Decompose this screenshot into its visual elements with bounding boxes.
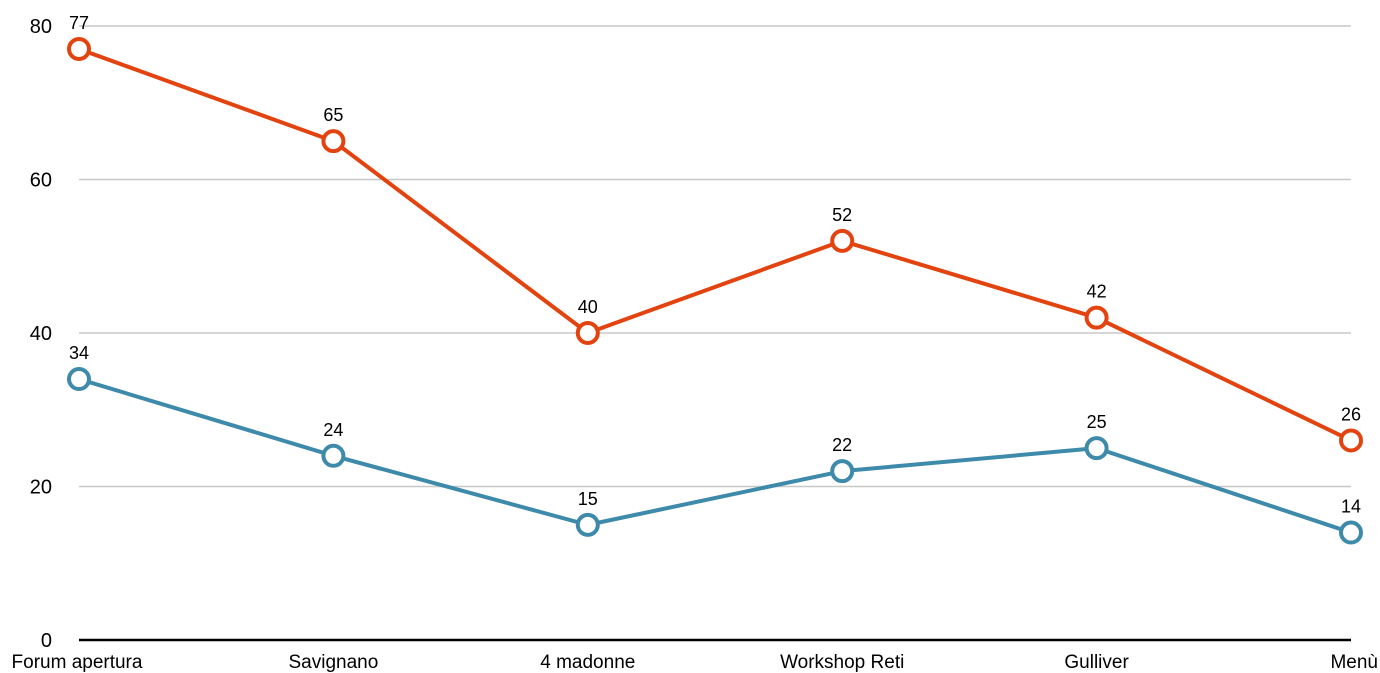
data-point <box>1339 428 1363 453</box>
x-tick-label: Forum apertura <box>12 652 143 673</box>
data-label: 25 <box>1087 412 1107 432</box>
data-label: 15 <box>578 489 598 509</box>
x-tick-label: Workshop Reti <box>780 652 904 673</box>
x-tick-label: Menù <box>1330 652 1378 673</box>
data-label: 40 <box>578 297 598 317</box>
y-tick-label: 80 <box>30 16 52 38</box>
data-point <box>67 37 91 62</box>
data-point <box>1084 436 1109 461</box>
data-point <box>321 129 346 154</box>
data-label: 34 <box>69 343 89 363</box>
data-point <box>830 228 855 253</box>
x-tick-label: Gulliver <box>1064 652 1129 673</box>
data-label: 24 <box>323 420 343 440</box>
data-label: 22 <box>832 435 852 455</box>
data-point <box>67 367 91 392</box>
data-point <box>321 443 346 468</box>
x-tick-label: 4 madonne <box>540 652 635 673</box>
x-tick-label: Savignano <box>289 652 379 673</box>
data-point <box>575 512 600 537</box>
x-axis: Forum apertura Savignano 4 madonne Workshop… <box>12 638 1378 673</box>
data-label: 77 <box>69 13 89 33</box>
y-tick-label: 40 <box>30 323 52 345</box>
gridlines <box>79 25 1351 488</box>
data-label: 52 <box>832 205 852 225</box>
data-label: 42 <box>1087 282 1107 302</box>
data-label: 26 <box>1341 404 1361 424</box>
data-labels: 77 65 40 52 42 26 34 24 15 22 25 14 <box>69 13 1361 517</box>
series-line <box>77 47 1353 443</box>
data-label: 14 <box>1341 497 1361 517</box>
y-tick-label: 20 <box>30 477 52 499</box>
data-point <box>575 321 600 345</box>
data-point <box>1339 520 1363 545</box>
series-line <box>77 377 1353 535</box>
data-point <box>1084 305 1109 330</box>
y-tick-label: 0 <box>41 630 52 652</box>
y-tick-label: 60 <box>30 170 52 192</box>
data-point <box>830 459 855 484</box>
series-group <box>67 37 1363 545</box>
data-label: 65 <box>323 105 343 125</box>
y-axis: 0 20 40 60 80 <box>30 16 52 652</box>
